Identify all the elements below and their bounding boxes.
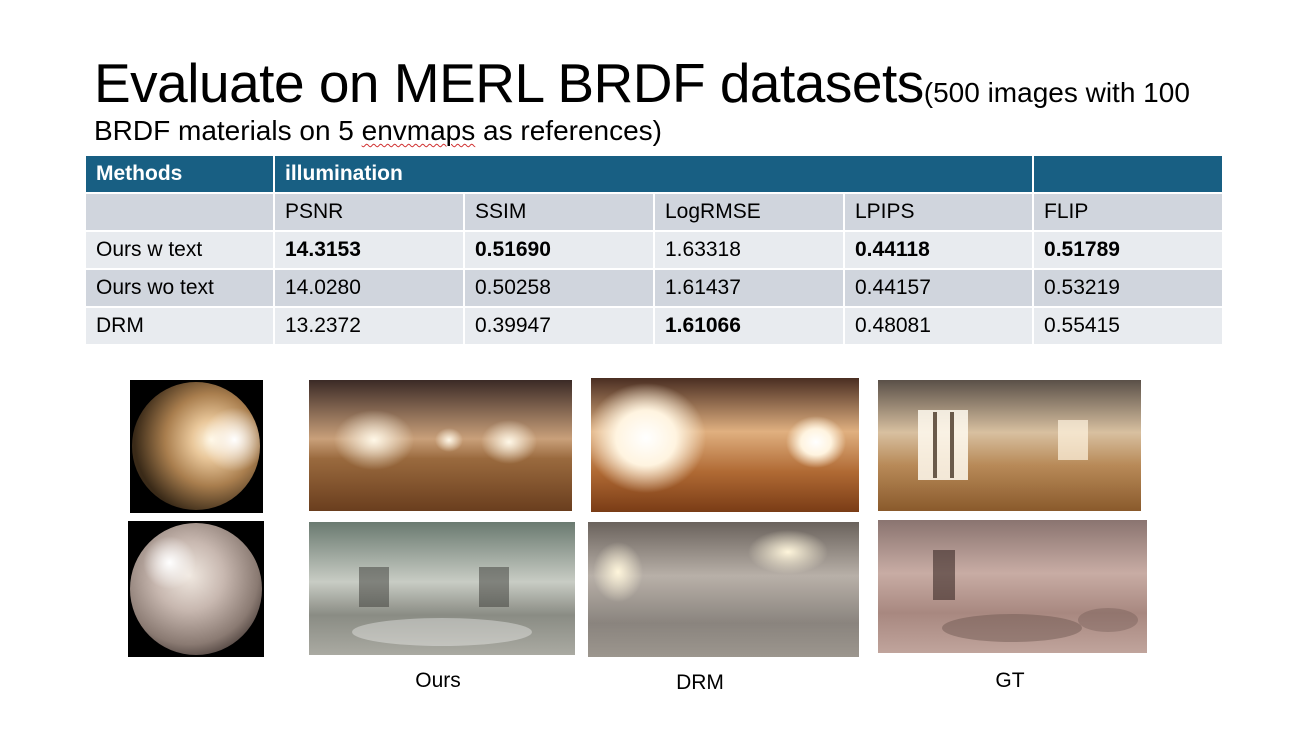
cell-ssim: 0.51690 <box>463 230 655 270</box>
header-illumination: illumination <box>272 154 1035 194</box>
metric-header-logrmse: LogRMSE <box>653 192 845 232</box>
cell-flip: 0.55415 <box>1032 306 1225 346</box>
cell-logrmse: 1.63318 <box>653 230 845 270</box>
title-main: Evaluate on MERL BRDF datasets <box>94 52 924 114</box>
cell-psnr: 14.3153 <box>273 230 465 270</box>
cell-flip: 0.51789 <box>1032 230 1225 270</box>
metric-header-lpips: LPIPS <box>842 192 1035 232</box>
cell-ssim: 0.50258 <box>463 268 655 308</box>
row-method: DRM <box>84 306 275 346</box>
row-method: Ours w text <box>84 230 275 270</box>
results-table: Methods illumination PSNR SSIM LogRMSE L… <box>84 154 1225 346</box>
title-subtitle-line2: BRDF materials on 5 envmaps as reference… <box>94 117 1244 145</box>
cell-ssim: 0.39947 <box>463 306 655 346</box>
table-row: DRM 13.2372 0.39947 1.61066 0.48081 0.55… <box>84 306 1225 346</box>
label-ours: Ours <box>415 669 461 692</box>
cell-logrmse: 1.61066 <box>653 306 845 346</box>
title-subtitle-part2c: as references) <box>475 115 663 146</box>
title-subtitle-envmaps: envmaps <box>361 115 476 146</box>
label-drm: DRM <box>676 671 724 694</box>
cell-lpips: 0.44157 <box>842 268 1035 308</box>
cell-lpips: 0.44118 <box>842 230 1035 270</box>
envmap-gt-interior <box>878 520 1147 653</box>
label-gt: GT <box>995 669 1025 692</box>
metric-header-ssim: SSIM <box>463 192 655 232</box>
title-subtitle-part2a: BRDF materials on 5 <box>94 115 362 146</box>
cell-flip: 0.53219 <box>1032 268 1225 308</box>
envmap-ours-hallway <box>309 380 572 511</box>
envmap-drm-interior <box>588 522 859 657</box>
envmap-ours-interior <box>309 522 575 655</box>
cell-psnr: 13.2372 <box>273 306 465 346</box>
cell-lpips: 0.48081 <box>842 306 1035 346</box>
metric-header-flip: FLIP <box>1032 192 1225 232</box>
table-header-row: Methods illumination <box>84 154 1225 194</box>
cell-logrmse: 1.61437 <box>653 268 845 308</box>
slide-title: Evaluate on MERL BRDF datasets(500 image… <box>94 56 1244 145</box>
table-metrics-row: PSNR SSIM LogRMSE LPIPS FLIP <box>84 192 1225 232</box>
sphere-render-gold <box>130 380 263 513</box>
envmap-drm-hallway <box>591 378 859 512</box>
title-subtitle-part1: (500 images with 100 <box>923 77 1190 108</box>
metric-header-empty <box>84 192 275 232</box>
row-method: Ours wo text <box>84 268 275 308</box>
header-methods: Methods <box>84 154 275 194</box>
table-row: Ours wo text 14.0280 0.50258 1.61437 0.4… <box>84 268 1225 308</box>
sphere-render-pearl <box>128 521 264 657</box>
header-empty <box>1032 154 1225 194</box>
metric-header-psnr: PSNR <box>273 192 465 232</box>
cell-psnr: 14.0280 <box>273 268 465 308</box>
table-row: Ours w text 14.3153 0.51690 1.63318 0.44… <box>84 230 1225 270</box>
envmap-gt-hallway <box>878 380 1141 511</box>
